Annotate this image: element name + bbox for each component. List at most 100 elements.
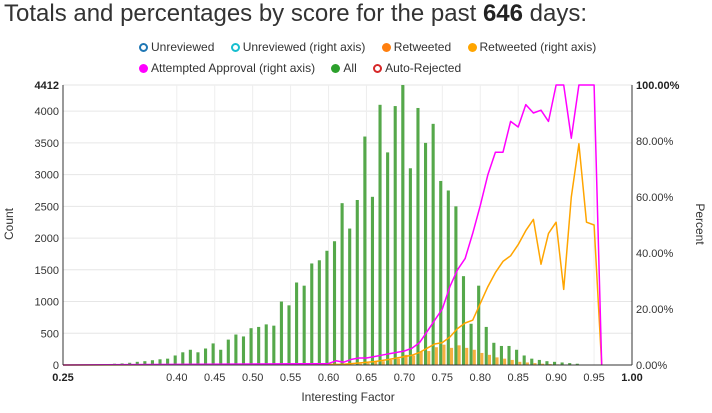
legend-item-unreviewed[interactable]: Unreviewed xyxy=(139,40,214,54)
legend-row-2: Attempted Approval (right axis) All Auto… xyxy=(139,61,474,77)
bar-all xyxy=(454,206,458,365)
legend-item-retweeted[interactable]: Retweeted xyxy=(381,40,451,54)
x-tick-label: 0.95 xyxy=(583,372,604,384)
bar-retweeted xyxy=(427,351,431,365)
bars xyxy=(97,85,583,366)
bar-all xyxy=(128,362,132,365)
bar-retweeted xyxy=(366,363,370,365)
lines xyxy=(62,84,603,366)
bar-retweeted xyxy=(457,345,461,365)
bar-retweeted xyxy=(518,361,522,365)
y-tick-left-label: 1000 xyxy=(35,297,59,309)
bar-all xyxy=(446,190,450,365)
y-tick-left-label: 4000 xyxy=(35,106,59,118)
legend-item-retweeted-right[interactable]: Retweeted (right axis) xyxy=(467,40,597,54)
bar-all xyxy=(408,168,412,365)
bar-all xyxy=(431,123,435,365)
y-tick-right-label: 60.00% xyxy=(636,192,674,204)
bar-all xyxy=(386,152,390,365)
bar-all xyxy=(332,241,337,365)
y-axis-label-right: Percent xyxy=(693,203,707,245)
x-tick-label: 0.80 xyxy=(470,372,491,384)
y-tick-left-label: 1500 xyxy=(35,265,59,277)
y-tick-left-label: 0 xyxy=(53,360,59,372)
title-prefix: Totals and percentages by score for the … xyxy=(4,0,477,27)
bar-all xyxy=(211,343,215,365)
bar-all xyxy=(158,359,162,365)
legend-label: Retweeted (right axis) xyxy=(479,40,597,54)
bar-all xyxy=(401,85,405,365)
bar-all xyxy=(560,362,564,365)
legend-swatch-icon xyxy=(139,43,148,52)
bar-all xyxy=(393,106,397,365)
page-title: Totals and percentages by score for the … xyxy=(4,0,587,28)
legend-item-auto-rejected[interactable]: Auto-Rejected xyxy=(373,61,461,75)
bar-retweeted xyxy=(442,344,446,365)
legend-swatch-icon xyxy=(381,43,391,52)
bar-all xyxy=(340,203,344,365)
legend-row-1: Unreviewed Unreviewed (right axis) Retwe… xyxy=(139,40,609,56)
x-tick-label: 0.65 xyxy=(356,372,377,384)
bar-retweeted xyxy=(419,351,423,365)
bar-all xyxy=(310,263,314,365)
y-tick-right-label: 100.00% xyxy=(636,80,680,92)
bar-all xyxy=(181,352,185,365)
bar-all xyxy=(150,360,154,365)
bar-all xyxy=(416,107,420,366)
bar-all xyxy=(325,250,329,365)
x-tick-label: 0.70 xyxy=(394,372,415,384)
axes xyxy=(62,85,633,366)
bar-retweeted xyxy=(541,363,545,365)
legend-item-unreviewed-right[interactable]: Unreviewed (right axis) xyxy=(230,40,365,54)
legend-label: All xyxy=(343,61,357,75)
bar-all xyxy=(196,352,200,365)
bar-retweeted xyxy=(480,352,484,365)
y-axis-label-left: Count xyxy=(2,207,16,240)
y-tick-left-label: 2000 xyxy=(35,233,59,245)
bar-retweeted xyxy=(412,355,416,365)
bar-all xyxy=(492,342,496,365)
bar-all xyxy=(166,358,170,365)
bar-retweeted xyxy=(487,354,492,365)
bar-retweeted xyxy=(358,363,363,365)
bar-all xyxy=(317,260,321,365)
legend-label: Auto-Rejected xyxy=(385,61,462,75)
bar-all xyxy=(264,324,268,365)
x-tick-label: 0.75 xyxy=(432,372,453,384)
bar-all xyxy=(348,228,352,365)
legend-item-attempted-approval[interactable]: Attempted Approval (right axis) xyxy=(139,61,315,75)
legend-swatch-icon xyxy=(467,43,477,52)
bar-retweeted xyxy=(404,354,408,365)
y-tick-right-label: 80.00% xyxy=(636,136,674,148)
bar-all xyxy=(219,349,223,365)
bar-all xyxy=(257,326,261,365)
legend-item-all[interactable]: All xyxy=(331,61,357,75)
bar-all xyxy=(249,328,253,365)
bar-all xyxy=(530,358,534,365)
bar-retweeted xyxy=(503,358,507,365)
title-days: 646 xyxy=(482,0,523,27)
bar-retweeted xyxy=(396,358,400,365)
bar-all xyxy=(499,345,503,365)
y-tick-right-label: 40.00% xyxy=(636,248,674,260)
y-tick-right-label: 0.00% xyxy=(636,360,667,372)
x-tick-label: 0.85 xyxy=(507,372,528,384)
ticks: 0 500 1000 1500 2000 2500 3000 3500 4000 4412 0.00… xyxy=(35,80,680,384)
y-tick-left-label: 3000 xyxy=(35,170,59,182)
legend-swatch-icon xyxy=(331,64,341,73)
bar-all xyxy=(135,361,139,365)
bar-all xyxy=(295,282,299,365)
bar-all xyxy=(507,345,511,365)
bar-retweeted xyxy=(472,349,476,365)
bar-all xyxy=(302,285,306,365)
series-line-attempted-approval-pct xyxy=(62,84,603,366)
x-tick-label: 0.50 xyxy=(242,372,263,384)
bar-all xyxy=(378,104,382,366)
bar-all xyxy=(272,325,276,365)
bar-all xyxy=(515,349,519,365)
bar-all xyxy=(188,349,192,365)
bar-all xyxy=(439,180,443,365)
bar-all xyxy=(363,136,367,365)
bar-all xyxy=(370,196,375,365)
bar-all xyxy=(537,359,541,365)
